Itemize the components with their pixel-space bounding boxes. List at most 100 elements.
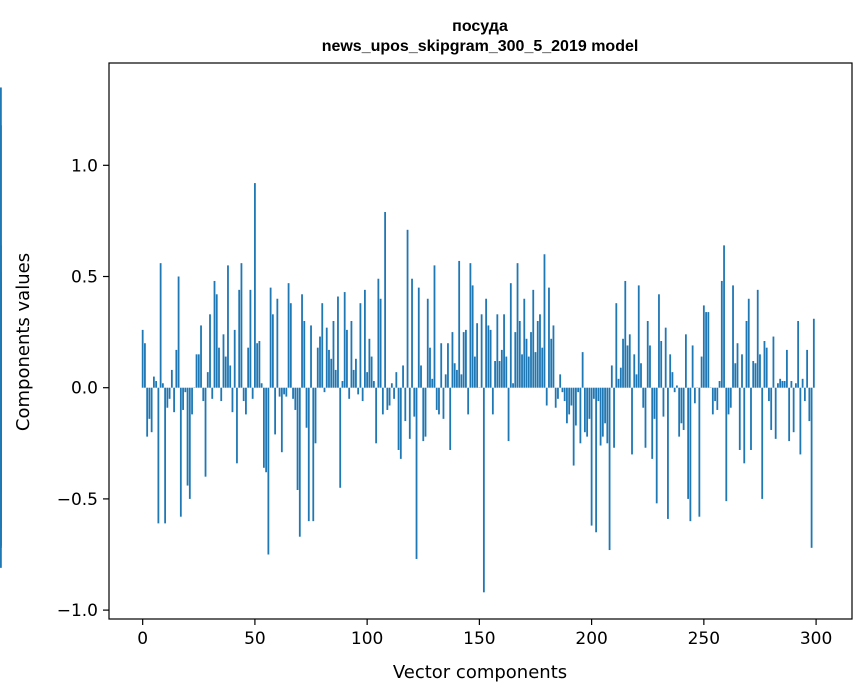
bar-138 bbox=[451, 332, 454, 388]
bar-261 bbox=[727, 387, 730, 415]
bar-89 bbox=[341, 381, 344, 388]
bar-3 bbox=[148, 387, 151, 419]
bar-107 bbox=[381, 387, 384, 415]
bar-70 bbox=[298, 387, 301, 537]
bar-258 bbox=[720, 280, 723, 388]
bar-245 bbox=[691, 345, 694, 388]
bar-185 bbox=[557, 387, 559, 399]
bar-91 bbox=[346, 329, 348, 388]
bar-195 bbox=[579, 387, 582, 444]
bar-78 bbox=[316, 347, 319, 388]
bar-292 bbox=[797, 320, 800, 388]
bar-191 bbox=[570, 387, 573, 406]
bar-104 bbox=[375, 387, 378, 444]
bar-147 bbox=[471, 285, 474, 388]
bar-219 bbox=[633, 354, 636, 388]
bar-9 bbox=[161, 383, 164, 388]
bar-154 bbox=[487, 325, 490, 388]
bar-145 bbox=[467, 387, 470, 415]
y-tick-label: 0.5 bbox=[71, 268, 98, 288]
bar-39 bbox=[229, 365, 232, 388]
bar-223 bbox=[642, 387, 645, 408]
bar-126 bbox=[424, 387, 427, 437]
bar-34 bbox=[218, 347, 220, 388]
bar-117 bbox=[404, 387, 407, 422]
bar-60 bbox=[276, 298, 279, 388]
bar-159 bbox=[498, 361, 501, 388]
bar-12 bbox=[168, 387, 171, 399]
bar-246 bbox=[693, 387, 696, 404]
bar-141 bbox=[458, 260, 461, 388]
bar-240 bbox=[680, 387, 683, 424]
bar-225 bbox=[646, 320, 649, 388]
bar-229 bbox=[655, 387, 658, 504]
bar-24 bbox=[195, 354, 198, 388]
bar-188 bbox=[563, 387, 566, 402]
bar-149 bbox=[476, 323, 479, 388]
bar-146 bbox=[469, 263, 472, 388]
bar-248 bbox=[698, 387, 701, 517]
bar-295 bbox=[803, 387, 806, 402]
bar-87 bbox=[337, 296, 339, 388]
bar-51 bbox=[256, 343, 259, 388]
bar-168 bbox=[518, 320, 521, 388]
bar-256 bbox=[716, 387, 719, 410]
bar-272 bbox=[752, 361, 755, 388]
bar-139 bbox=[453, 363, 456, 388]
bar-0 bbox=[141, 329, 144, 388]
bar-291 bbox=[794, 383, 797, 388]
bar-181 bbox=[548, 287, 550, 388]
bar-296 bbox=[806, 349, 809, 388]
bar-252 bbox=[707, 312, 710, 388]
bar-278 bbox=[765, 347, 768, 388]
bar-98 bbox=[361, 387, 364, 402]
bar-222 bbox=[640, 363, 642, 388]
bar-undefined bbox=[0, 303, 2, 388]
bar-254 bbox=[711, 387, 714, 415]
bar-47 bbox=[247, 347, 250, 388]
bar-20 bbox=[186, 387, 189, 486]
bar-undefined bbox=[0, 87, 2, 388]
bar-213 bbox=[619, 367, 622, 388]
bar-15 bbox=[175, 349, 178, 388]
bar-285 bbox=[781, 381, 784, 388]
bar-undefined bbox=[0, 387, 2, 548]
bar-267 bbox=[741, 354, 743, 388]
bar-95 bbox=[355, 358, 357, 388]
bar-114 bbox=[397, 387, 400, 450]
bar-179 bbox=[543, 254, 546, 388]
bar-282 bbox=[774, 387, 777, 439]
bar-19 bbox=[184, 387, 187, 393]
bar-53 bbox=[260, 383, 263, 388]
bar-28 bbox=[204, 387, 207, 477]
bar-210 bbox=[613, 387, 615, 448]
chart-subtitle: news_upos_skipgram_300_5_2019 model bbox=[322, 38, 639, 55]
bar-86 bbox=[334, 369, 337, 388]
bar-8 bbox=[159, 263, 162, 388]
bar-208 bbox=[608, 387, 611, 551]
bar-271 bbox=[750, 387, 752, 450]
bar-57 bbox=[269, 287, 272, 388]
bar-63 bbox=[283, 387, 285, 395]
bar-75 bbox=[310, 325, 312, 388]
bar-123 bbox=[417, 287, 420, 388]
chart-title: посуда bbox=[452, 18, 508, 35]
bar-134 bbox=[442, 387, 445, 419]
bar-227 bbox=[651, 387, 654, 459]
bar-203 bbox=[597, 387, 600, 402]
bar-156 bbox=[491, 387, 494, 415]
bar-228 bbox=[653, 387, 656, 419]
bar-297 bbox=[808, 387, 811, 422]
bar-32 bbox=[213, 280, 216, 388]
y-tick-label: 0.0 bbox=[71, 379, 98, 399]
bar-7 bbox=[157, 387, 160, 524]
bar-128 bbox=[429, 347, 431, 388]
bar-220 bbox=[635, 374, 638, 388]
bar-16 bbox=[177, 276, 180, 388]
bar-214 bbox=[622, 338, 624, 388]
y-axis-ticks: −1.0 −0.5 0.0 0.5 1.0 bbox=[57, 156, 109, 621]
bar-251 bbox=[705, 312, 707, 388]
bar-201 bbox=[592, 387, 595, 399]
bar-169 bbox=[521, 354, 523, 388]
